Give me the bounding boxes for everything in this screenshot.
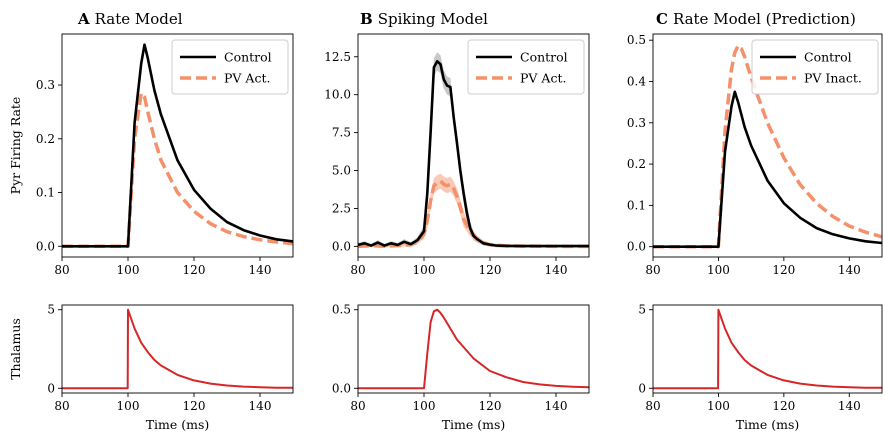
panel-title: B Spiking Model [360,10,488,28]
x-axis-label: Time (ms) [442,417,506,432]
legend-entry: Control [520,50,568,65]
y-tick-label: 2.5 [332,201,351,215]
series-group [62,308,293,390]
x-axis-label: Time (ms) [736,417,800,432]
legend: Control PV Inact. [751,39,879,95]
y-tick-label: 0.0 [627,240,646,254]
y-tick-label: 5 [47,303,55,317]
x-tick-label: 140 [838,399,861,413]
series-group [358,52,589,249]
panel-letter: B [360,10,373,28]
series-line-thalamus [62,308,293,390]
y-tick-label: 0.2 [36,132,55,146]
x-tick-label: 140 [249,399,272,413]
x-tick-label: 120 [183,263,206,277]
x-tick-label: 120 [183,399,206,413]
series-group [653,43,882,249]
legend: Control PV Act. [171,39,289,95]
y-tick-label: 0.2 [627,157,646,171]
series-line-pv-inact [653,43,882,249]
axes-frame [357,33,590,258]
y-tick-label: 0.0 [36,239,55,253]
y-axis-label: Pyr Firing Rate [8,97,23,195]
panel-3: 80 100 120 140 0.0 0.1 0.2 0.3 0.4 0.5 C Rate Model… [627,10,883,277]
series-line-thalamus [653,308,882,390]
legend-entry: Control [804,50,852,65]
y-tick-label: 5.0 [332,164,351,178]
x-tick-label: 80 [645,263,660,277]
axes-frame [357,304,590,394]
legend-entry: PV Act. [520,71,566,86]
legend: Control PV Act. [467,39,585,95]
axes-frame [652,33,883,258]
y-tick-label: 0.5 [627,33,646,47]
x-tick-label: 120 [772,263,795,277]
y-tick-label: 10.0 [324,88,351,102]
y-tick-label: 0.1 [627,198,646,212]
x-tick-label: 100 [707,263,730,277]
legend-entry: Control [224,50,272,65]
series-line-thalamus [358,308,589,390]
series-line-pv-act [62,91,293,249]
x-tick-label: 80 [350,263,365,277]
panel-letter: C [656,10,668,28]
y-tick-label: 0.1 [36,186,55,200]
x-tick-label: 80 [54,399,69,413]
legend-box [171,39,289,95]
y-tick-label: 0 [47,381,55,395]
y-tick-label: 0 [638,381,646,395]
x-tick-label: 100 [707,399,730,413]
y-tick-label: 5 [638,303,646,317]
panel-1: 80 100 120 140 0.0 0.1 0.2 0.3 A Rate Model Pyr Fi… [8,10,294,277]
legend-entry: PV Act. [224,71,270,86]
panel-title-text: Rate Model (Prediction) [673,10,856,28]
panel-title-text: Rate Model [95,10,183,28]
y-tick-label: 7.5 [332,126,351,140]
x-tick-label: 80 [645,399,660,413]
y-tick-label: 0.3 [36,78,55,92]
axes-frame [652,304,883,394]
panel-title: A Rate Model [77,10,183,28]
legend-box [751,39,879,95]
x-tick-label: 140 [545,263,568,277]
x-tick-label: 100 [117,263,140,277]
axes-frame [61,33,294,258]
x-tick-label: 140 [545,399,568,413]
legend-box [467,39,585,95]
y-tick-label: 0.4 [627,74,646,88]
y-axis-label: Thalamus [8,318,23,380]
panel-title: C Rate Model (Prediction) [656,10,856,28]
series-line-control [62,43,293,248]
panel-6: 80 100 120 140 0 5 Time (ms) [638,303,883,432]
panel-2: 80 100 120 140 0.0 2.5 5.0 7.5 10.0 12.5 B Spiking … [324,10,590,277]
axes-frame [61,304,294,394]
y-tick-label: 0.0 [332,239,351,253]
panel-title-text: Spiking Model [378,10,488,28]
series-group [358,308,589,390]
panel-5: 80 100 120 140 0.0 0.5 Time (ms) [332,303,590,432]
x-tick-label: 120 [479,399,502,413]
series-line-control [358,59,589,248]
x-tick-label: 80 [54,263,69,277]
y-tick-label: 12.5 [324,50,351,64]
x-tick-label: 100 [413,263,436,277]
x-tick-label: 120 [479,263,502,277]
x-tick-label: 100 [117,399,140,413]
x-axis-label: Time (ms) [146,417,210,432]
x-tick-label: 140 [838,263,861,277]
y-tick-label: 0.5 [332,303,351,317]
panel-4: 80 100 120 140 0 5 Thalamus Time (ms) [8,303,294,432]
x-tick-label: 80 [350,399,365,413]
series-group [62,43,293,249]
y-tick-label: 0.0 [332,381,351,395]
y-tick-label: 0.3 [627,116,646,130]
x-tick-label: 120 [772,399,795,413]
x-tick-label: 140 [249,263,272,277]
x-tick-label: 100 [413,399,436,413]
legend-entry: PV Inact. [804,71,862,86]
series-line-control [653,90,882,248]
series-group [653,308,882,390]
panel-letter: A [77,10,90,28]
